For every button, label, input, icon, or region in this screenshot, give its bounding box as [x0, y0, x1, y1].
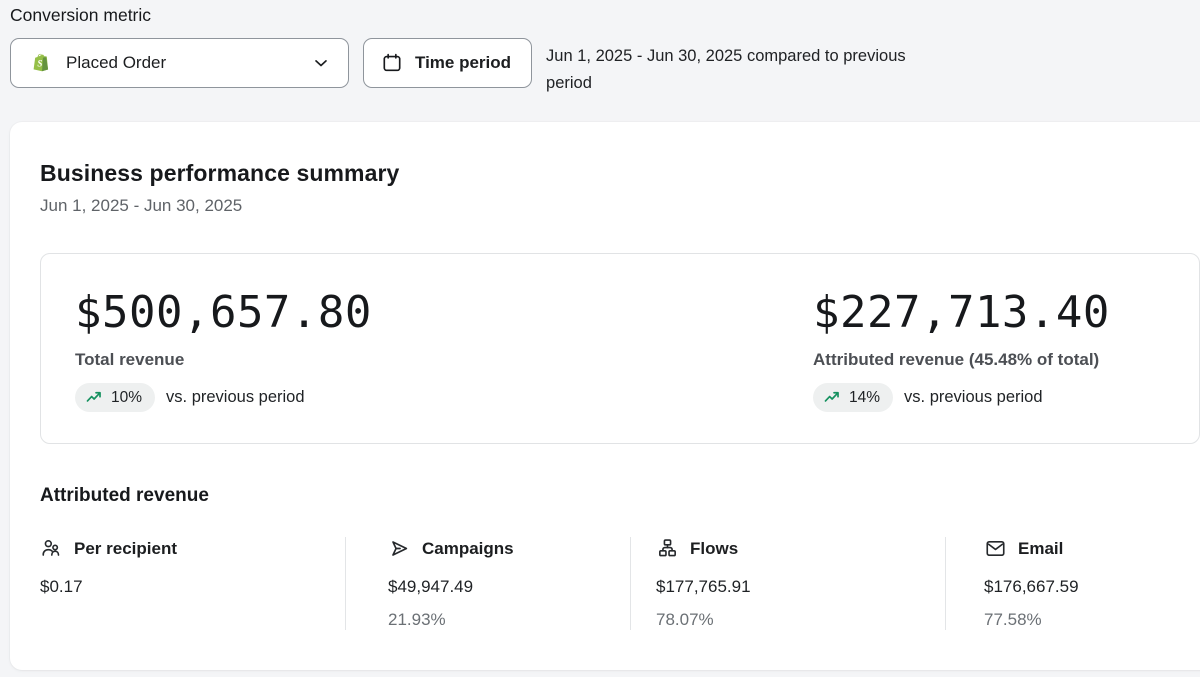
stat-per-recipient-percent — [40, 610, 335, 630]
time-period-label: Time period — [415, 53, 512, 72]
total-revenue-change-note: vs. previous period — [166, 388, 305, 406]
conversion-metric-select[interactable]: S Placed Order — [10, 38, 349, 88]
stat-flows-percent: 78.07% — [656, 610, 714, 629]
attributed-revenue-stats: Per recipient $0.17 Campaigns $49,947.49… — [40, 537, 1200, 630]
attributed-revenue-change-badge: 14% — [813, 383, 894, 412]
header-controls: S Placed Order Time period Jun 1, 2025 -… — [10, 38, 1200, 97]
total-revenue-label: Total revenue — [75, 350, 185, 369]
calendar-icon — [381, 52, 403, 74]
stat-campaigns-value: $49,947.49 — [388, 577, 474, 596]
total-revenue-change-row: 10% vs. previous period — [75, 383, 813, 412]
trend-up-icon — [85, 388, 104, 407]
stat-flows: Flows $177,765.91 78.07% — [630, 537, 945, 630]
card-title: Business performance summary — [40, 160, 400, 186]
revenue-metrics-panel: $500,657.80 Total revenue 10% vs. previo… — [40, 253, 1200, 444]
trend-up-icon — [823, 388, 842, 407]
stat-email-value: $176,667.59 — [984, 577, 1079, 596]
flow-icon — [656, 537, 679, 560]
attributed-revenue-metric: $227,713.40 Attributed revenue (45.48% o… — [813, 287, 1110, 412]
stat-flows-label: Flows — [690, 538, 739, 558]
stat-campaigns: Campaigns $49,947.49 21.93% — [345, 537, 630, 630]
comparison-period-text: Jun 1, 2025 - Jun 30, 2025 compared to p… — [546, 47, 906, 92]
attributed-revenue-label: Attributed revenue (45.48% of total) — [813, 350, 1100, 369]
people-icon — [40, 537, 63, 560]
card-date-range: Jun 1, 2025 - Jun 30, 2025 — [40, 196, 243, 215]
stat-email-label: Email — [1018, 538, 1064, 558]
email-icon — [984, 537, 1007, 560]
attributed-revenue-change-row: 14% vs. previous period — [813, 383, 1110, 412]
attributed-revenue-change-value: 14% — [849, 388, 881, 406]
attributed-revenue-change-note: vs. previous period — [904, 388, 1043, 406]
stat-email: Email $176,667.59 77.58% — [945, 537, 1200, 630]
attributed-revenue-value: $227,713.40 — [813, 287, 1110, 338]
total-revenue-value: $500,657.80 — [75, 287, 372, 338]
chevron-down-icon — [311, 53, 331, 73]
conversion-metric-label: Conversion metric — [10, 5, 152, 25]
stat-per-recipient-header: Per recipient — [40, 537, 335, 560]
stat-per-recipient-value: $0.17 — [40, 577, 83, 596]
send-icon — [388, 537, 411, 560]
stat-flows-value: $177,765.91 — [656, 577, 751, 596]
stat-per-recipient: Per recipient $0.17 — [40, 537, 345, 630]
time-period-button[interactable]: Time period — [363, 38, 533, 88]
stat-email-header: Email — [984, 537, 1190, 560]
conversion-metric-value: Placed Order — [66, 53, 167, 72]
stat-campaigns-percent: 21.93% — [388, 610, 446, 629]
stat-campaigns-label: Campaigns — [422, 538, 514, 558]
total-revenue-change-badge: 10% — [75, 383, 156, 412]
svg-text:S: S — [37, 58, 42, 68]
business-performance-card: Business performance summary Jun 1, 2025… — [10, 122, 1200, 670]
stat-email-percent: 77.58% — [984, 610, 1042, 629]
stat-per-recipient-label: Per recipient — [74, 538, 177, 558]
total-revenue-metric: $500,657.80 Total revenue 10% vs. previo… — [75, 287, 813, 412]
stat-campaigns-header: Campaigns — [388, 537, 620, 560]
shopify-icon: S — [29, 52, 52, 75]
page-header: Conversion metric S Placed Order — [0, 0, 1200, 97]
attributed-revenue-section-title: Attributed revenue — [40, 485, 209, 506]
stat-flows-header: Flows — [656, 537, 935, 560]
total-revenue-change-value: 10% — [111, 388, 143, 406]
